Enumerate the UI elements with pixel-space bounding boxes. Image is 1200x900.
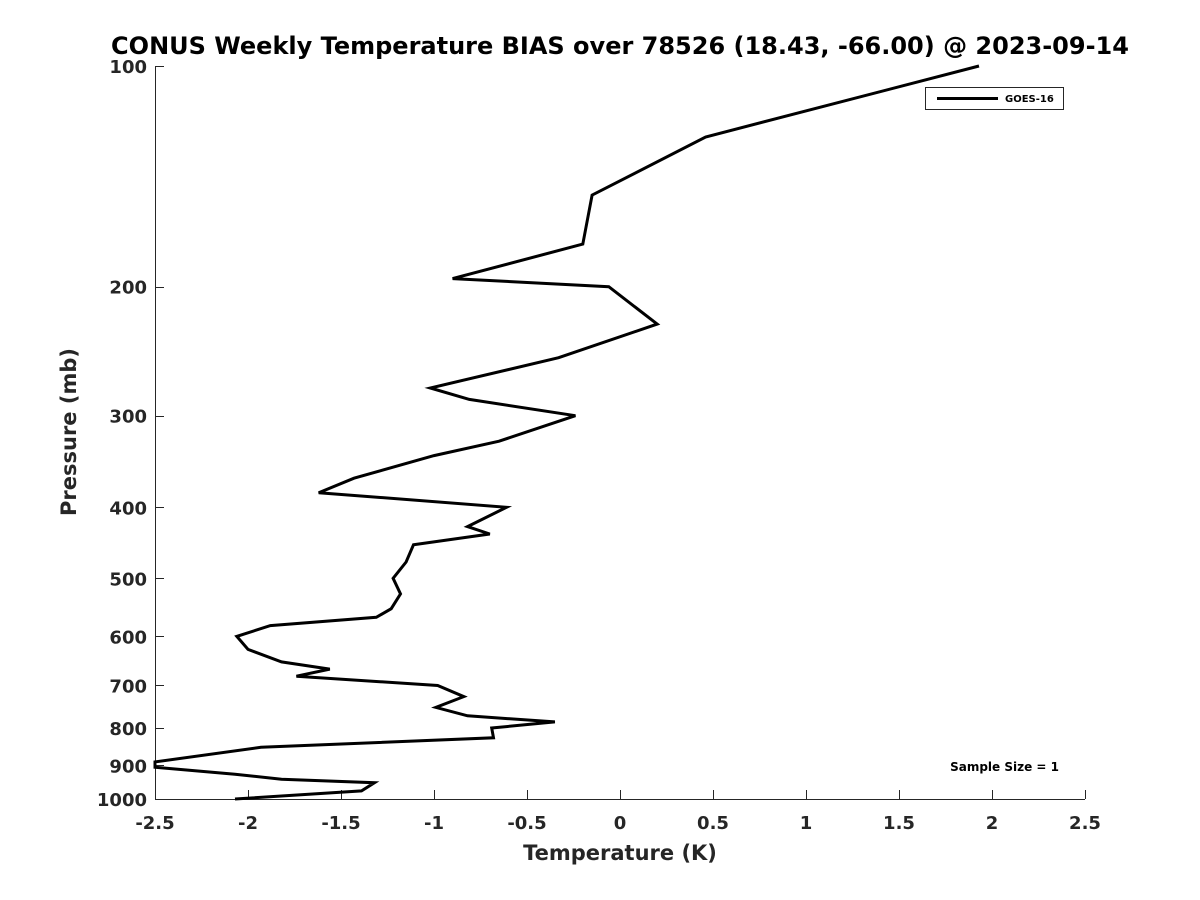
x-tick-label: -1 bbox=[424, 813, 444, 834]
axes bbox=[155, 66, 1085, 800]
legend: GOES-16 bbox=[925, 87, 1064, 110]
legend-label-goes-16: GOES-16 bbox=[1005, 94, 1054, 105]
x-tick-label: 0 bbox=[614, 813, 627, 834]
y-tick-label: 600 bbox=[109, 627, 147, 648]
y-tick-label: 400 bbox=[109, 498, 147, 519]
y-tick-label: 100 bbox=[109, 57, 147, 78]
y-tick-label: 1000 bbox=[97, 790, 147, 811]
x-tick-label: 0.5 bbox=[697, 813, 729, 834]
y-tick-label: 700 bbox=[109, 676, 147, 697]
y-tick-label: 200 bbox=[109, 278, 147, 299]
x-tick-label: -2 bbox=[238, 813, 258, 834]
y-tick-label: 300 bbox=[109, 407, 147, 428]
x-tick-label: -1.5 bbox=[321, 813, 360, 834]
y-ticks: 100 200 300 400 500 600 700 800 900 1000 bbox=[97, 57, 164, 811]
y-tick-label: 800 bbox=[109, 719, 147, 740]
series-layer bbox=[153, 64, 980, 801]
x-tick-label: 2 bbox=[986, 813, 999, 834]
y-tick-label: 500 bbox=[109, 569, 147, 590]
y-axis-label: Pressure (mb) bbox=[57, 348, 81, 516]
x-ticks: -2.5 -2 -1.5 -1 -0.5 0 0.5 1 1.5 2 2.5 bbox=[135, 790, 1101, 834]
x-tick-label: 1.5 bbox=[883, 813, 915, 834]
x-tick-label: -2.5 bbox=[135, 813, 174, 834]
x-tick-label: -0.5 bbox=[507, 813, 546, 834]
x-axis-label: Temperature (K) bbox=[523, 841, 717, 865]
y-tick-label: 900 bbox=[109, 756, 147, 777]
x-tick-label: 1 bbox=[800, 813, 813, 834]
x-tick-label: 2.5 bbox=[1069, 813, 1101, 834]
chart-title: CONUS Weekly Temperature BIAS over 78526… bbox=[111, 32, 1129, 60]
series-line-goes-16 bbox=[153, 64, 980, 801]
sample-size-annotation: Sample Size = 1 bbox=[950, 760, 1059, 774]
